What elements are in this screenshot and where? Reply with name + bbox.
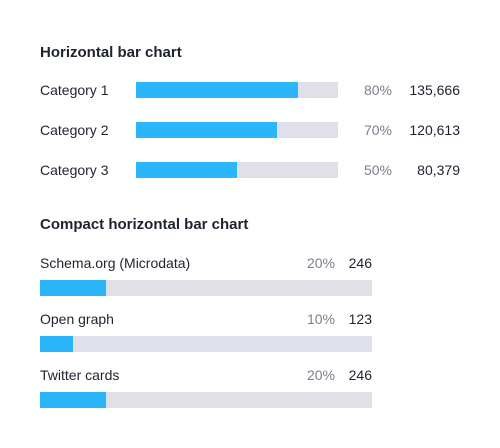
bar-track xyxy=(136,82,338,98)
chart-title-compact: Compact horizontal bar chart xyxy=(40,216,248,233)
bar-row-category-3: Category 3 50% 80,379 xyxy=(40,162,460,178)
chart-title-horizontal: Horizontal bar chart xyxy=(40,44,182,61)
bar-percent-label: 20% xyxy=(307,367,335,383)
bar-value-label: 246 xyxy=(349,255,372,271)
bar-track xyxy=(40,336,372,352)
bar-label: Schema.org (Microdata) xyxy=(40,255,190,271)
compact-row-twitter-cards: Twitter cards 20% 246 xyxy=(40,367,372,409)
bar-label: Category 2 xyxy=(40,122,108,138)
bar-value-label: 246 xyxy=(349,367,372,383)
bar-label: Open graph xyxy=(40,311,114,327)
bar-value-label: 135,666 xyxy=(409,82,460,98)
bar-fill xyxy=(40,280,106,296)
bar-fill xyxy=(136,162,237,178)
bar-row-category-2: Category 2 70% 120,613 xyxy=(40,122,460,138)
bar-fill xyxy=(40,336,73,352)
bar-track xyxy=(136,162,338,178)
bar-percent-label: 50% xyxy=(364,162,392,178)
bar-fill xyxy=(136,122,277,138)
bar-value-label: 80,379 xyxy=(417,162,460,178)
bar-row-category-1: Category 1 80% 135,666 xyxy=(40,82,460,98)
bar-label: Category 1 xyxy=(40,82,108,98)
bar-percent-label: 80% xyxy=(364,82,392,98)
compact-row-schema-org: Schema.org (Microdata) 20% 246 xyxy=(40,255,372,297)
bar-percent-label: 10% xyxy=(307,311,335,327)
bar-track xyxy=(40,280,372,296)
bar-label: Category 3 xyxy=(40,162,108,178)
bar-value-label: 120,613 xyxy=(409,122,460,138)
bar-percent-label: 20% xyxy=(307,255,335,271)
bar-value-label: 123 xyxy=(349,311,372,327)
bar-track xyxy=(136,122,338,138)
bar-label: Twitter cards xyxy=(40,367,119,383)
bar-fill xyxy=(136,82,298,98)
bar-fill xyxy=(40,392,106,408)
bar-percent-label: 70% xyxy=(364,122,392,138)
bar-track xyxy=(40,392,372,408)
compact-row-open-graph: Open graph 10% 123 xyxy=(40,311,372,353)
